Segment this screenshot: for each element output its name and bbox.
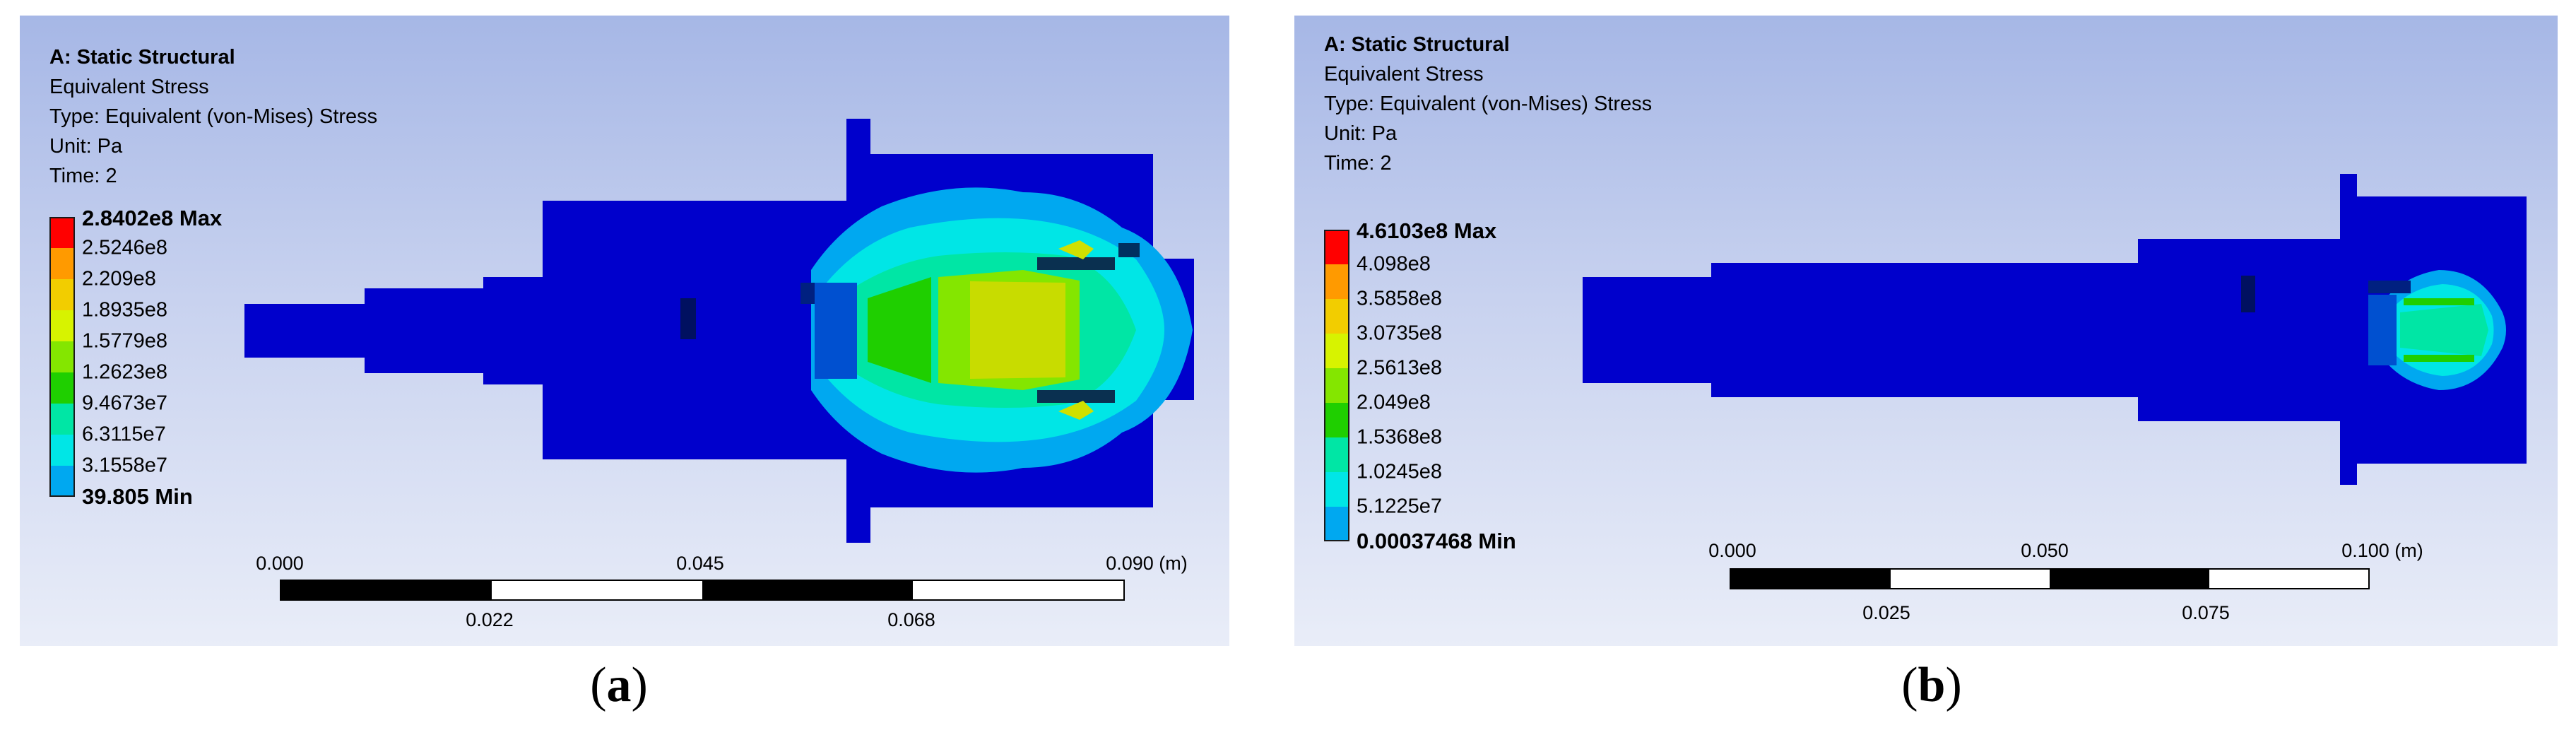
legend-label: 3.1558e7 bbox=[82, 454, 167, 477]
result-unit: Unit: Pa bbox=[1324, 122, 1398, 145]
legend-band bbox=[49, 404, 75, 435]
result-time: Time: 2 bbox=[49, 165, 117, 187]
legend-band bbox=[49, 279, 75, 310]
analysis-title: A: Static Structural bbox=[49, 46, 235, 69]
legend-label: 3.5858e8 bbox=[1357, 287, 1442, 310]
scale-bar bbox=[280, 580, 1125, 601]
scale-top-label: 0.090 (m) bbox=[1106, 553, 1188, 574]
legend-band bbox=[49, 248, 75, 279]
legend-band bbox=[1324, 437, 1349, 472]
legend-band bbox=[49, 435, 75, 466]
legend-band bbox=[1324, 264, 1349, 299]
caption-letter: b bbox=[1918, 658, 1946, 712]
result-type: Type: Equivalent (von-Mises) Stress bbox=[1324, 93, 1653, 115]
result-viewport-a[interactable]: A: Static Structural Equivalent Stress T… bbox=[20, 16, 1229, 646]
legend-max-label: 4.6103e8 Max bbox=[1357, 218, 1497, 243]
scale-top-label: 0.000 bbox=[256, 553, 304, 574]
legend-band bbox=[1324, 230, 1349, 264]
result-name: Equivalent Stress bbox=[1324, 63, 1484, 86]
analysis-title: A: Static Structural bbox=[1324, 33, 1510, 56]
legend-band bbox=[1324, 507, 1349, 541]
scale-top-label: 0.000 bbox=[1708, 540, 1756, 561]
legend-label: 9.4673e7 bbox=[82, 392, 167, 415]
result-unit: Unit: Pa bbox=[49, 135, 123, 158]
legend-label: 2.049e8 bbox=[1357, 391, 1431, 414]
shaft-stress-contour-b bbox=[1583, 174, 2527, 485]
scale-top-label: 0.045 bbox=[676, 553, 724, 574]
result-header: A: Static Structural Equivalent Stress T… bbox=[1324, 30, 1652, 178]
shaft-stress-contour-a bbox=[244, 119, 1194, 543]
scale-bottom-label: 0.025 bbox=[1862, 602, 1910, 623]
scale-bar bbox=[1730, 568, 2370, 589]
legend-label: 1.8935e8 bbox=[82, 298, 167, 322]
legend-label: 2.5246e8 bbox=[82, 236, 167, 259]
legend-label: 5.1225e7 bbox=[1357, 495, 1442, 518]
result-type: Type: Equivalent (von-Mises) Stress bbox=[49, 105, 378, 128]
caption-b: (b) bbox=[1901, 658, 1962, 712]
scale-bottom-label: 0.068 bbox=[887, 609, 935, 630]
legend-band bbox=[49, 310, 75, 341]
scale-top-label: 0.100 (m) bbox=[2341, 540, 2423, 561]
legend-label: 3.0735e8 bbox=[1357, 322, 1442, 345]
legend-min-label: 0.00037468 Min bbox=[1357, 529, 1516, 553]
scale-bottom-label: 0.022 bbox=[466, 609, 514, 630]
result-header: A: Static Structural Equivalent Stress T… bbox=[49, 42, 377, 191]
scale-top-label: 0.050 bbox=[2021, 540, 2069, 561]
legend-max-label: 2.8402e8 Max bbox=[82, 206, 223, 230]
legend-label: 2.5613e8 bbox=[1357, 356, 1442, 380]
legend-band bbox=[1324, 334, 1349, 368]
caption-a: (a) bbox=[590, 658, 648, 712]
legend-min-label: 39.805 Min bbox=[82, 484, 193, 509]
legend-band bbox=[1324, 403, 1349, 437]
legend-label: 1.5368e8 bbox=[1357, 425, 1442, 449]
caption-letter: a bbox=[606, 658, 632, 712]
scale-bottom-label: 0.075 bbox=[2182, 602, 2230, 623]
legend-band bbox=[49, 217, 75, 248]
legend-label: 4.098e8 bbox=[1357, 252, 1431, 276]
legend-band bbox=[49, 466, 75, 497]
legend-band bbox=[49, 341, 75, 372]
result-time: Time: 2 bbox=[1324, 152, 1392, 175]
legend-label: 6.3115e7 bbox=[82, 423, 166, 446]
legend-band bbox=[49, 372, 75, 404]
legend-label: 1.5779e8 bbox=[82, 329, 167, 353]
legend-band bbox=[1324, 299, 1349, 334]
result-viewport-b[interactable]: A: Static Structural Equivalent Stress T… bbox=[1294, 16, 2558, 646]
legend-label: 2.209e8 bbox=[82, 267, 156, 290]
legend-label: 1.2623e8 bbox=[82, 360, 167, 384]
result-name: Equivalent Stress bbox=[49, 76, 209, 98]
legend-band bbox=[1324, 368, 1349, 403]
legend-band bbox=[1324, 472, 1349, 507]
legend-label: 1.0245e8 bbox=[1357, 460, 1442, 483]
